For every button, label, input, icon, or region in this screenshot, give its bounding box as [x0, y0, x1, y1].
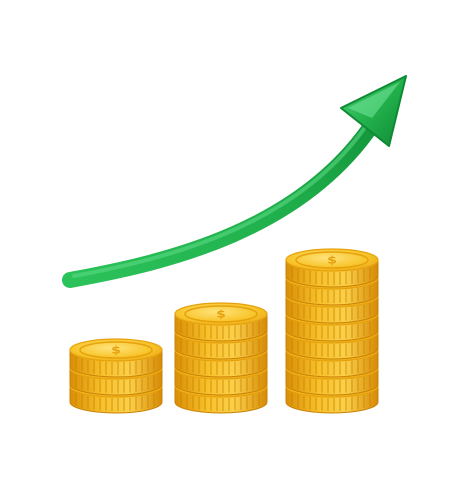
coin-emblem: $ [216, 308, 226, 320]
coin-stack-large: $ [285, 248, 379, 414]
coin-emblem: $ [111, 344, 121, 356]
coin-stack-medium: $ [174, 302, 268, 414]
coin-emblem-ring [79, 341, 153, 359]
coin-stack-small: $ [69, 338, 163, 414]
upward-trend-arrow-icon [62, 75, 407, 288]
coin-emblem: $ [327, 254, 337, 266]
coin-stacks: $ $ $ [69, 248, 379, 414]
arrow-shaft [62, 117, 380, 288]
arrow-shaft-highlight [72, 124, 368, 278]
arrow-head-highlight [348, 82, 400, 118]
coin-emblem-ring [184, 305, 258, 323]
coin-emblem-ring [295, 251, 369, 269]
